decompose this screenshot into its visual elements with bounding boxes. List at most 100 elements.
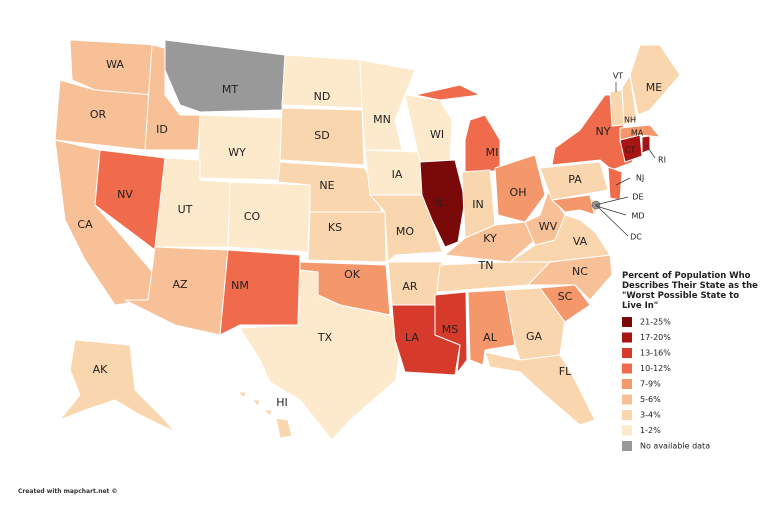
- legend-swatch: [622, 425, 632, 436]
- state-shape: [227, 181, 311, 253]
- state-label: MI: [486, 146, 499, 159]
- state-shape: [641, 135, 651, 154]
- legend-label: 1-2%: [640, 426, 661, 435]
- state-shape: [494, 154, 546, 223]
- leader-line: [595, 205, 627, 216]
- state-shape: [464, 114, 501, 176]
- state-label: UT: [178, 203, 193, 216]
- state-shape: [263, 409, 273, 417]
- state-label: IL: [435, 196, 445, 209]
- state-label: WI: [430, 128, 444, 141]
- state-shape: [164, 39, 286, 113]
- state-shape: [607, 166, 623, 201]
- leader-line: [595, 204, 629, 237]
- legend-swatch: [622, 394, 632, 405]
- legend-label: 17-20%: [640, 333, 671, 342]
- state-label: NV: [117, 188, 133, 201]
- credit: Created with mapchart.net ©: [18, 488, 118, 495]
- legend-label: 21-25%: [640, 318, 671, 327]
- legend-label: 13-16%: [640, 349, 671, 358]
- state-shape: [251, 399, 261, 407]
- state-label: WV: [539, 220, 558, 233]
- state-label: WA: [106, 58, 124, 71]
- leader-line: [645, 144, 656, 159]
- state-shape: [239, 269, 403, 441]
- state-label: GA: [526, 330, 543, 343]
- state-shape: [359, 59, 416, 151]
- state-shape: [307, 211, 387, 263]
- state-label: VA: [573, 235, 588, 248]
- state-shape: [619, 124, 661, 141]
- state-label: IA: [392, 168, 403, 181]
- state-shape: [434, 291, 468, 374]
- state-label: MN: [373, 113, 391, 126]
- state-label: LA: [405, 331, 419, 344]
- state-label: MA: [631, 129, 644, 138]
- legend-swatch: [622, 363, 632, 374]
- state-label: MS: [442, 323, 458, 336]
- state-label: KS: [328, 221, 342, 234]
- state-label: NE: [319, 179, 334, 192]
- state-shape: [539, 284, 591, 323]
- state-labels: WA OR CA ID NV MT WY UT CO AZ NM ND SD NE KS OK TX MN IA MO…: [77, 58, 666, 409]
- state-label: AR: [402, 280, 418, 293]
- state-label: WY: [228, 146, 246, 159]
- state-shape: [414, 84, 481, 101]
- legend-swatch: [622, 410, 632, 420]
- state-shape: [629, 44, 681, 116]
- state-label: NH: [624, 116, 636, 125]
- state-label: DC: [630, 233, 642, 242]
- state-label: CA: [77, 218, 93, 231]
- state-label: TX: [317, 331, 333, 344]
- legend-swatch: [622, 441, 632, 451]
- state-shape: [539, 161, 609, 201]
- state-label: AZ: [172, 278, 188, 291]
- state-label: CO: [244, 210, 261, 223]
- state-label: OH: [510, 186, 527, 199]
- state-label: TN: [478, 259, 494, 272]
- legend-swatch: [622, 379, 632, 389]
- state-label: OK: [344, 268, 361, 281]
- state-shape: [237, 391, 247, 399]
- state-label: AK: [93, 363, 109, 376]
- leader-line: [615, 177, 631, 186]
- legend: 21-25% 17-20% 13-16% 10-12% 7-9% 5-6% 3-4% 1-2%…: [622, 317, 710, 451]
- state-label: NY: [596, 125, 611, 138]
- state-shape: [484, 351, 596, 426]
- state-label: ME: [646, 81, 662, 94]
- state-label: DE: [632, 193, 643, 202]
- state-label: FL: [559, 365, 572, 378]
- state-label: NM: [231, 279, 249, 292]
- legend-label: 10-12%: [640, 364, 671, 373]
- state-label: RI: [658, 156, 666, 165]
- state-shape: [621, 74, 638, 126]
- state-shape: [59, 339, 176, 433]
- state-shape: [279, 107, 365, 166]
- state-label: MT: [222, 83, 238, 96]
- state-label: ID: [156, 123, 168, 136]
- legend-swatch: [622, 348, 632, 358]
- legend-swatch: [622, 317, 632, 327]
- legend-label: No available data: [640, 442, 710, 451]
- state-label: MO: [396, 225, 414, 238]
- state-label: KY: [483, 232, 497, 245]
- leader-line: [594, 196, 629, 206]
- legend-swatch: [622, 332, 632, 343]
- state-label: PA: [568, 173, 582, 186]
- state-label: ND: [314, 90, 331, 103]
- state-label: IN: [472, 198, 483, 211]
- state-label: MD: [631, 212, 644, 221]
- legend-title: Percent of Population Who Describes Thei…: [622, 271, 758, 311]
- leader-lines: [594, 82, 656, 237]
- state-label: NC: [572, 265, 588, 278]
- state-label: NJ: [636, 174, 644, 183]
- state-label: OR: [90, 108, 107, 121]
- state-shape: [551, 194, 596, 216]
- legend-label: 5-6%: [640, 395, 661, 404]
- state-label: HI: [276, 396, 288, 409]
- state-shape: [524, 191, 566, 246]
- state-shape: [219, 249, 301, 336]
- state-label: VT: [613, 72, 623, 81]
- state-label: AL: [483, 331, 498, 344]
